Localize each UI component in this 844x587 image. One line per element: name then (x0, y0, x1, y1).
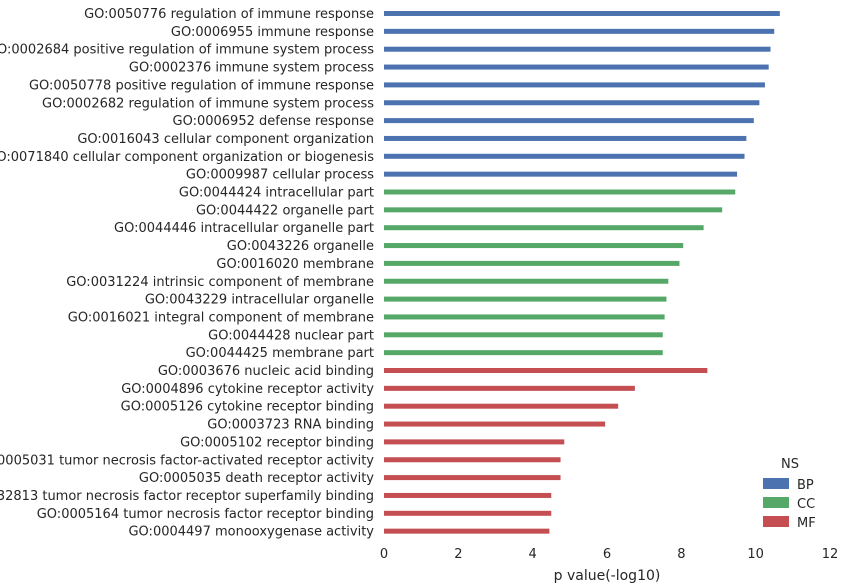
bar-bp (384, 135, 747, 141)
bar-bp (384, 46, 771, 52)
bar-mf (384, 457, 561, 463)
y-tick-label: GO:0005102 receptor binding (180, 435, 374, 450)
y-tick-label: GO:0050776 regulation of immune response (84, 7, 374, 22)
legend-label-mf: MF (797, 516, 816, 531)
y-tick-label: GO:0043226 organelle (227, 239, 374, 254)
bar-bp (384, 100, 760, 106)
legend-label-cc: CC (797, 497, 815, 512)
bar-bp (384, 118, 754, 124)
y-tick-label: GO:0016021 integral component of membran… (68, 310, 374, 325)
bar-cc (384, 350, 663, 356)
bar-bp (384, 171, 738, 177)
bar-cc (384, 332, 663, 338)
bar-mf (384, 368, 708, 373)
y-tick-label: GO:0005164 tumor necrosis factor recepto… (37, 507, 374, 522)
legend: NS BP CC MF (763, 457, 816, 531)
bar-cc (384, 207, 723, 213)
y-tick-label: GO:0005126 cytokine receptor binding (121, 400, 374, 415)
bar-mf (384, 492, 552, 498)
bar-cc (384, 243, 684, 249)
y-tick-label: GO:0005031 tumor necrosis factor-activat… (0, 453, 374, 468)
x-tick-label: 12 (822, 547, 839, 562)
y-tick-label: GO:0016020 membrane (216, 257, 374, 272)
bar-bp (384, 28, 775, 34)
legend-swatch-cc (763, 497, 789, 508)
y-tick-label: GO:0003676 nucleic acid binding (158, 364, 374, 379)
legend-swatch-bp (763, 478, 789, 489)
bar-mf (384, 510, 552, 516)
y-axis-labels: GO:0050776 regulation of immune response… (0, 7, 374, 540)
y-tick-label: GO:0009987 cellular process (186, 168, 374, 183)
y-tick-label: GO:0032813 tumor necrosis factor recepto… (0, 489, 374, 504)
y-tick-label: GO:0044422 organelle part (196, 203, 374, 218)
bar-mf (384, 528, 550, 534)
y-tick-label: GO:0044425 membrane part (186, 346, 374, 361)
y-tick-label: GO:0006952 defense response (173, 114, 375, 129)
bars (384, 11, 780, 534)
y-tick-label: GO:0002376 immune system process (129, 61, 374, 76)
bar-mf (384, 475, 561, 481)
bar-bp (384, 11, 780, 16)
bar-cc (384, 296, 667, 302)
y-tick-label: GO:0004896 cytokine receptor activity (121, 382, 374, 397)
y-tick-label: GO:0002682 regulation of immune system p… (42, 96, 374, 111)
x-tick-label: 0 (380, 547, 388, 562)
y-tick-label: GO:0002684 positive regulation of immune… (0, 43, 374, 58)
y-tick-label: GO:0016043 cellular component organizati… (77, 132, 374, 147)
y-tick-label: GO:0044446 intracellular organelle part (114, 221, 374, 236)
bar-cc (384, 314, 665, 320)
x-tick-label: 4 (529, 547, 537, 562)
x-tick-label: 10 (747, 547, 764, 562)
bar-bp (384, 153, 745, 159)
bar-cc (384, 225, 704, 231)
y-tick-label: GO:0044428 nuclear part (208, 328, 374, 343)
legend-label-bp: BP (797, 478, 814, 493)
y-tick-label: GO:0071840 cellular component organizati… (0, 150, 374, 165)
bar-cc (384, 278, 669, 284)
x-tick-label: 6 (603, 547, 611, 562)
bar-cc (384, 260, 680, 266)
bar-mf (384, 385, 635, 391)
x-axis-label: p value(-log10) (554, 568, 661, 584)
y-tick-label: GO:0003723 RNA binding (207, 418, 374, 433)
x-tick-label: 2 (454, 547, 462, 562)
legend-title: NS (781, 457, 799, 472)
y-tick-label: GO:0004497 monooxygenase activity (128, 525, 374, 540)
y-tick-label: GO:0031224 intrinsic component of membra… (66, 275, 374, 290)
bar-cc (384, 189, 736, 195)
bar-mf (384, 439, 565, 445)
y-tick-label: GO:0043229 intracellular organelle (145, 293, 374, 308)
y-tick-label: GO:0044424 intracellular part (179, 186, 374, 201)
bar-bp (384, 64, 769, 70)
x-axis-ticks: 0 2 4 6 8 10 12 (380, 547, 838, 562)
bar-mf (384, 421, 606, 427)
y-tick-label: GO:0006955 immune response (171, 25, 374, 40)
legend-swatch-mf (763, 516, 789, 527)
bar-bp (384, 82, 765, 88)
y-tick-label: GO:0050778 positive regulation of immune… (29, 78, 374, 93)
x-tick-label: 8 (677, 547, 685, 562)
bar-mf (384, 403, 619, 409)
y-tick-label: GO:0005035 death receptor activity (139, 471, 374, 486)
